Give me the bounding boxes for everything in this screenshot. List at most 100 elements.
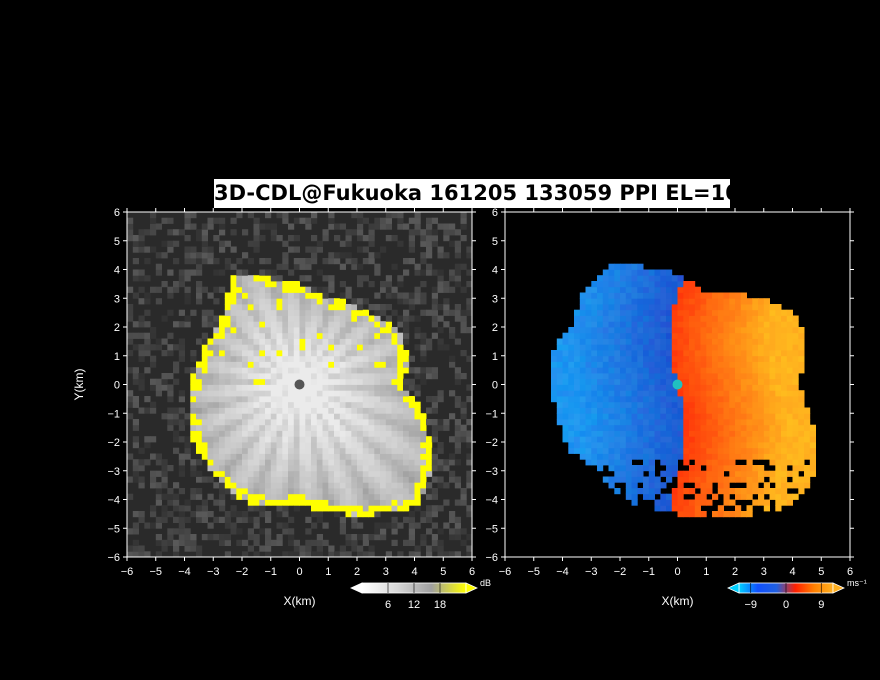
echo-cell xyxy=(299,258,306,265)
echo-cell xyxy=(775,476,782,483)
echo-cell xyxy=(591,292,598,299)
echo-cell xyxy=(454,430,461,437)
echo-cell xyxy=(219,240,226,247)
echo-cell xyxy=(643,390,650,397)
echo-cell xyxy=(184,413,191,420)
echo-cell xyxy=(769,327,776,334)
echo-cell xyxy=(648,424,655,431)
echo-cell xyxy=(460,528,467,535)
echo-cell xyxy=(758,499,765,506)
echo-cell xyxy=(270,286,277,293)
echo-cell xyxy=(299,217,306,224)
echo-cell xyxy=(334,407,341,414)
echo-cell xyxy=(288,407,295,414)
echo-cell xyxy=(207,223,214,230)
y-tick-label: 0 xyxy=(114,380,120,392)
echo-cell xyxy=(689,424,696,431)
echo-cell xyxy=(293,263,300,270)
echo-cell xyxy=(420,436,427,443)
echo-cell xyxy=(556,373,563,380)
echo-cell xyxy=(660,505,667,512)
echo-cell xyxy=(758,447,765,454)
echo-cell xyxy=(385,401,392,408)
echo-cell xyxy=(178,424,185,431)
echo-cell xyxy=(579,298,586,305)
echo-cell xyxy=(276,321,283,328)
echo-cell xyxy=(597,419,604,426)
echo-cell xyxy=(242,482,249,489)
echo-cell xyxy=(408,453,415,460)
echo-cell xyxy=(717,436,724,443)
echo-cell xyxy=(683,499,690,506)
echo-cell xyxy=(420,534,427,541)
echo-cell xyxy=(224,292,231,299)
echo-cell xyxy=(579,373,586,380)
echo-cell xyxy=(334,355,341,362)
echo-cell xyxy=(144,344,151,351)
echo-cell xyxy=(706,378,713,385)
echo-cell xyxy=(270,332,277,339)
echo-cell xyxy=(305,217,312,224)
echo-cell xyxy=(173,367,180,374)
echo-cell xyxy=(614,384,621,391)
echo-cell xyxy=(328,482,335,489)
echo-cell xyxy=(408,407,415,414)
echo-cell xyxy=(224,327,231,334)
echo-cell xyxy=(230,447,237,454)
echo-cell xyxy=(253,350,260,357)
echo-cell xyxy=(127,401,134,408)
echo-cell xyxy=(167,419,174,426)
echo-cell xyxy=(602,275,609,282)
echo-cell xyxy=(643,442,650,449)
echo-cell xyxy=(740,292,747,299)
echo-cell xyxy=(729,367,736,374)
echo-cell xyxy=(282,459,289,466)
echo-cell xyxy=(368,493,375,500)
echo-cell xyxy=(677,511,684,518)
echo-cell xyxy=(184,516,191,523)
echo-cell xyxy=(196,516,203,523)
echo-cell xyxy=(374,488,381,495)
echo-cell xyxy=(207,292,214,299)
echo-cell xyxy=(305,309,312,316)
echo-cell xyxy=(201,442,208,449)
echo-cell xyxy=(786,327,793,334)
echo-cell xyxy=(334,373,341,380)
echo-cell xyxy=(397,488,404,495)
echo-cell xyxy=(190,269,197,276)
echo-cell xyxy=(380,384,387,391)
echo-cell xyxy=(562,355,569,362)
echo-cell xyxy=(671,436,678,443)
echo-cell xyxy=(798,407,805,414)
echo-cell xyxy=(809,459,816,466)
echo-cell xyxy=(763,298,770,305)
echo-cell xyxy=(712,350,719,357)
echo-cell xyxy=(758,476,765,483)
echo-cell xyxy=(316,309,323,316)
echo-cell xyxy=(374,499,381,506)
echo-cell xyxy=(666,476,673,483)
echo-cell xyxy=(758,332,765,339)
echo-cell xyxy=(631,361,638,368)
echo-cell xyxy=(420,476,427,483)
echo-cell xyxy=(242,355,249,362)
echo-cell xyxy=(694,482,701,489)
echo-cell xyxy=(426,505,433,512)
echo-cell xyxy=(449,390,456,397)
echo-cell xyxy=(328,286,335,293)
echo-cell xyxy=(706,419,713,426)
echo-cell xyxy=(625,321,632,328)
echo-cell xyxy=(167,413,174,420)
echo-cell xyxy=(397,355,404,362)
echo-cell xyxy=(224,453,231,460)
echo-cell xyxy=(758,465,765,472)
echo-cell xyxy=(236,258,243,265)
echo-cell xyxy=(305,493,312,500)
echo-cell xyxy=(786,430,793,437)
echo-cell xyxy=(637,298,644,305)
echo-cell xyxy=(654,298,661,305)
echo-cell xyxy=(219,470,226,477)
echo-cell xyxy=(167,424,174,431)
echo-cell xyxy=(614,373,621,380)
echo-cell xyxy=(253,470,260,477)
